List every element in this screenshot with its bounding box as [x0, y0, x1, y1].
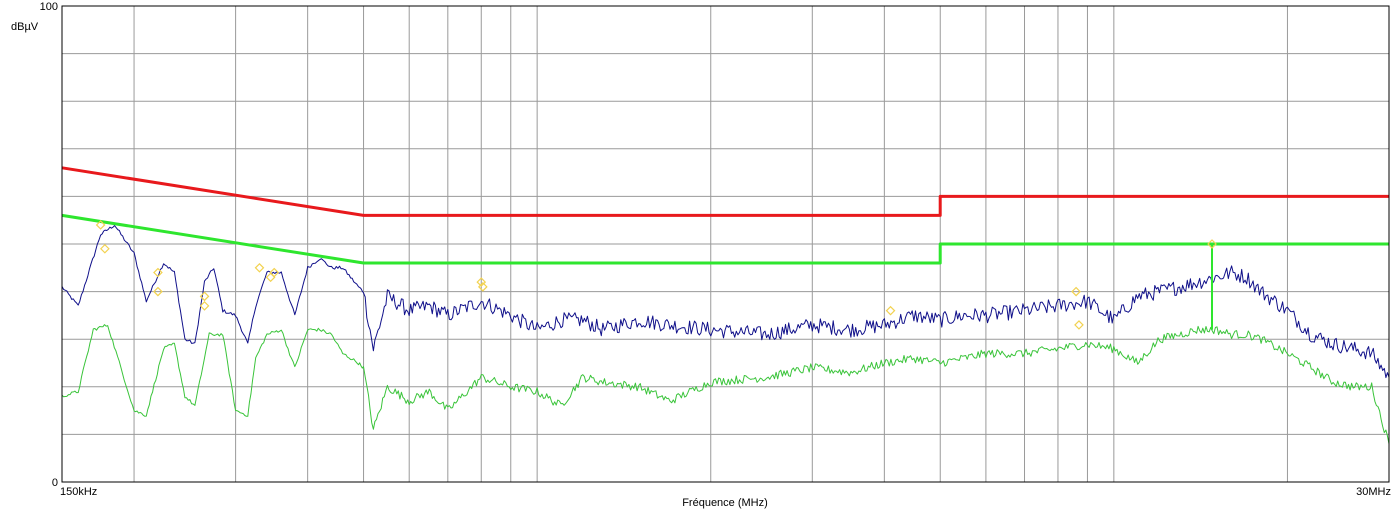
peak-marker [1071, 286, 1081, 297]
peak-markers [95, 220, 1217, 330]
x-axis-label: Fréquence (MHz) [682, 497, 768, 509]
y-tick-label: 0 [52, 477, 58, 489]
peak-marker [885, 305, 896, 316]
peak-marker [100, 243, 110, 254]
peak-marker [153, 286, 163, 297]
series-layer [61, 166, 1390, 444]
peak-marker [477, 281, 488, 292]
peak-marker [199, 291, 210, 302]
peak-marker [199, 301, 210, 311]
peak-marker [95, 220, 106, 230]
series-line-limit-1 [61, 213, 1389, 265]
series-line-trace-3 [61, 324, 1390, 444]
peak-marker [153, 267, 163, 278]
x-tick-label: 150kHz [60, 486, 97, 498]
y-axis-unit-label: dBµV [11, 21, 39, 33]
y-tick-label: 100 [40, 1, 58, 13]
series-line-limit-0 [61, 166, 1389, 217]
peak-marker [254, 262, 265, 273]
peak-marker [265, 272, 276, 283]
series-line-trace-2 [61, 225, 1390, 379]
peak-marker [1207, 239, 1217, 249]
x-tick-label: 30MHz [1356, 486, 1391, 498]
peak-marker [1074, 320, 1084, 330]
peak-marker [476, 277, 487, 287]
plot-frame [61, 5, 1390, 483]
